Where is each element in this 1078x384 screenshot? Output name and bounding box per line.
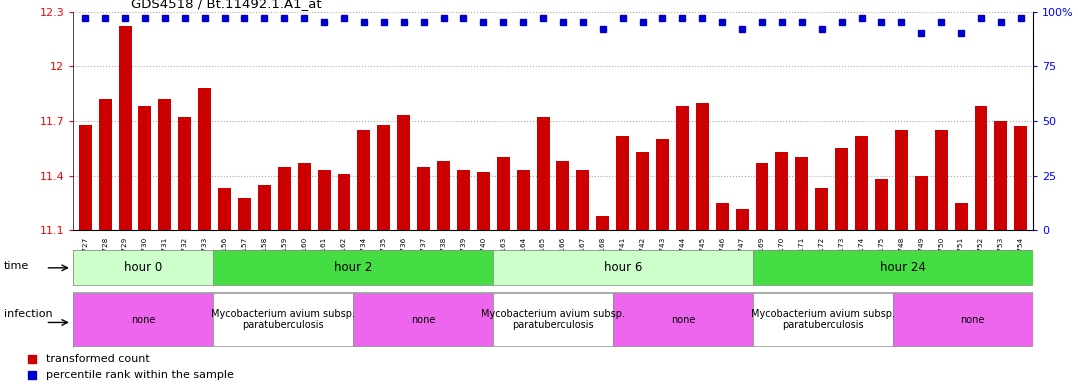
Text: Mycobacterium avium subsp.
paratuberculosis: Mycobacterium avium subsp. paratuberculo… bbox=[481, 309, 625, 331]
Text: none: none bbox=[960, 314, 985, 325]
Bar bbox=[278, 167, 291, 230]
Bar bbox=[476, 172, 489, 230]
Bar bbox=[178, 118, 191, 230]
Bar bbox=[354, 293, 493, 346]
Bar bbox=[735, 209, 748, 230]
Text: none: none bbox=[411, 314, 436, 325]
Bar bbox=[516, 170, 529, 230]
Bar bbox=[695, 103, 708, 230]
Bar bbox=[915, 176, 928, 230]
Text: Mycobacterium avium subsp.
paratuberculosis: Mycobacterium avium subsp. paratuberculo… bbox=[751, 309, 895, 331]
Text: transformed count: transformed count bbox=[46, 354, 150, 364]
Bar bbox=[855, 136, 868, 230]
Bar bbox=[596, 216, 609, 230]
Text: none: none bbox=[671, 314, 695, 325]
Bar bbox=[298, 163, 310, 230]
Bar bbox=[238, 198, 251, 230]
Bar bbox=[835, 148, 848, 230]
Bar bbox=[79, 125, 92, 230]
Bar bbox=[417, 167, 430, 230]
Bar bbox=[775, 152, 788, 230]
Bar bbox=[99, 99, 112, 230]
Text: infection: infection bbox=[3, 309, 53, 319]
Bar bbox=[337, 174, 350, 230]
Text: Mycobacterium avium subsp.
paratuberculosis: Mycobacterium avium subsp. paratuberculo… bbox=[211, 309, 355, 331]
Bar bbox=[1014, 126, 1027, 230]
Bar bbox=[657, 139, 669, 230]
Text: hour 2: hour 2 bbox=[334, 262, 372, 274]
Bar bbox=[955, 203, 968, 230]
Bar bbox=[377, 125, 390, 230]
Bar bbox=[716, 203, 729, 230]
Bar bbox=[138, 106, 151, 230]
Bar bbox=[893, 293, 1053, 346]
Bar bbox=[493, 250, 752, 285]
Bar bbox=[752, 293, 893, 346]
Bar bbox=[895, 130, 908, 230]
Bar bbox=[752, 250, 1053, 285]
Bar bbox=[73, 250, 213, 285]
Text: hour 0: hour 0 bbox=[124, 262, 163, 274]
Bar bbox=[556, 161, 569, 230]
Bar bbox=[213, 293, 354, 346]
Bar bbox=[358, 130, 371, 230]
Text: GDS4518 / Bt.11492.1.A1_at: GDS4518 / Bt.11492.1.A1_at bbox=[130, 0, 321, 10]
Bar bbox=[975, 106, 987, 230]
Bar bbox=[676, 106, 689, 230]
Bar bbox=[796, 157, 808, 230]
Bar bbox=[497, 157, 510, 230]
Text: none: none bbox=[132, 314, 155, 325]
Bar bbox=[537, 118, 550, 230]
Bar bbox=[935, 130, 948, 230]
Bar bbox=[457, 170, 470, 230]
Bar bbox=[617, 136, 630, 230]
Bar bbox=[636, 152, 649, 230]
Bar bbox=[119, 26, 132, 230]
Bar bbox=[218, 189, 231, 230]
Bar bbox=[398, 116, 411, 230]
Bar bbox=[994, 121, 1007, 230]
Text: time: time bbox=[3, 261, 29, 271]
Bar bbox=[437, 161, 450, 230]
Bar bbox=[875, 179, 888, 230]
Text: percentile rank within the sample: percentile rank within the sample bbox=[46, 370, 234, 381]
Bar bbox=[198, 88, 211, 230]
Bar bbox=[756, 163, 769, 230]
Bar bbox=[493, 293, 613, 346]
Bar bbox=[73, 293, 213, 346]
Bar bbox=[815, 189, 828, 230]
Text: hour 24: hour 24 bbox=[880, 262, 926, 274]
Bar bbox=[613, 293, 752, 346]
Bar bbox=[318, 170, 331, 230]
Bar bbox=[158, 99, 171, 230]
Bar bbox=[258, 185, 271, 230]
Bar bbox=[213, 250, 493, 285]
Text: hour 6: hour 6 bbox=[604, 262, 642, 274]
Bar bbox=[577, 170, 590, 230]
